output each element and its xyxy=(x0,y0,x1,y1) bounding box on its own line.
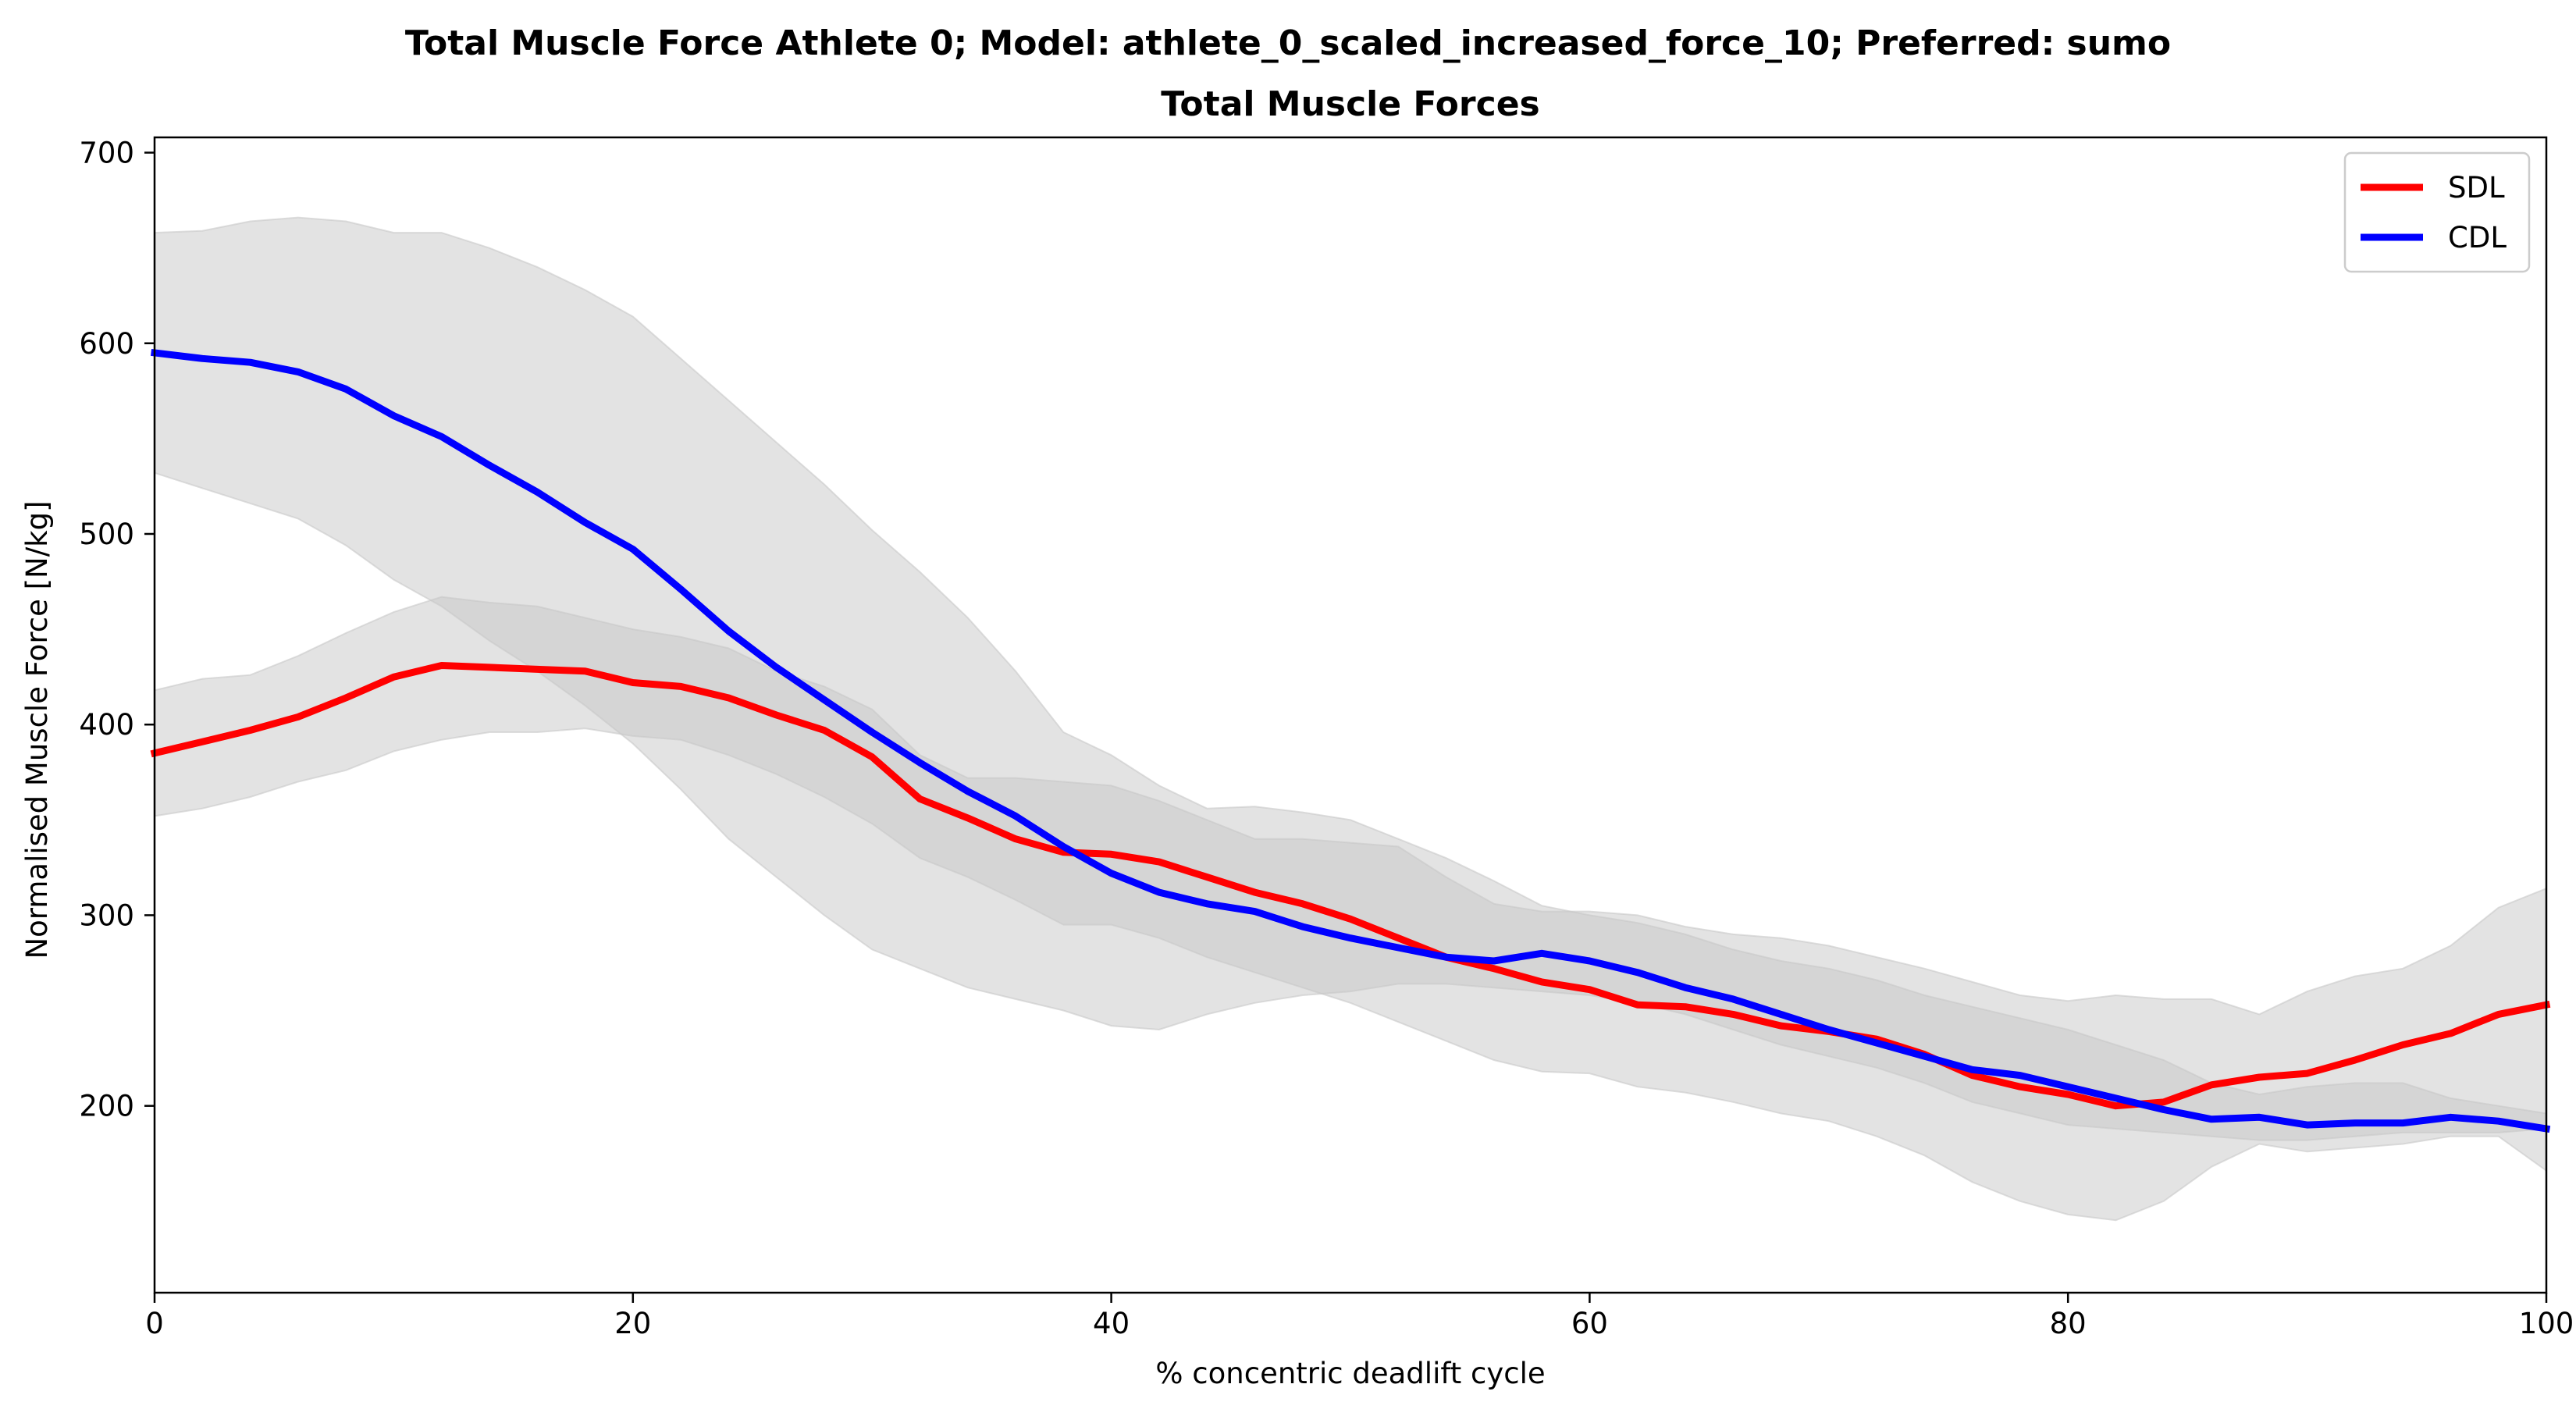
x-tick-label: 80 xyxy=(2050,1307,2087,1340)
x-tick-label: 60 xyxy=(1571,1307,1608,1340)
chart-title: Total Muscle Forces xyxy=(1161,84,1539,124)
legend-box xyxy=(2343,151,2531,273)
y-tick-label: 300 xyxy=(79,898,134,932)
x-axis-label: % concentric deadlift cycle xyxy=(1155,1357,1545,1390)
legend-label-cdl: CDL xyxy=(2448,221,2507,254)
y-tick-label: 600 xyxy=(79,327,134,361)
y-axis-ticks: 200 300 400 500 600 700 xyxy=(79,137,155,1123)
x-tick-label: 20 xyxy=(614,1307,651,1340)
x-tick-label: 0 xyxy=(145,1307,164,1340)
y-axis-label: Normalised Muscle Force [N/kg] xyxy=(20,500,54,959)
chart-legend: SDL CDL xyxy=(2343,151,2531,273)
x-tick-label: 40 xyxy=(1093,1307,1130,1340)
legend-label-sdl: SDL xyxy=(2448,171,2505,205)
y-tick-label: 700 xyxy=(79,137,134,170)
x-tick-label: 100 xyxy=(2519,1307,2574,1340)
y-tick-label: 200 xyxy=(79,1090,134,1123)
plot-frame xyxy=(153,136,2548,1294)
series-lines xyxy=(150,348,2551,1133)
x-axis-ticks: 0 20 40 60 80 100 xyxy=(145,1293,2574,1340)
y-tick-label: 500 xyxy=(79,518,134,551)
y-tick-label: 400 xyxy=(79,708,134,742)
chart-suptitle: Total Muscle Force Athlete 0; Model: ath… xyxy=(405,23,2171,63)
series-line-cdl xyxy=(150,348,2551,1133)
